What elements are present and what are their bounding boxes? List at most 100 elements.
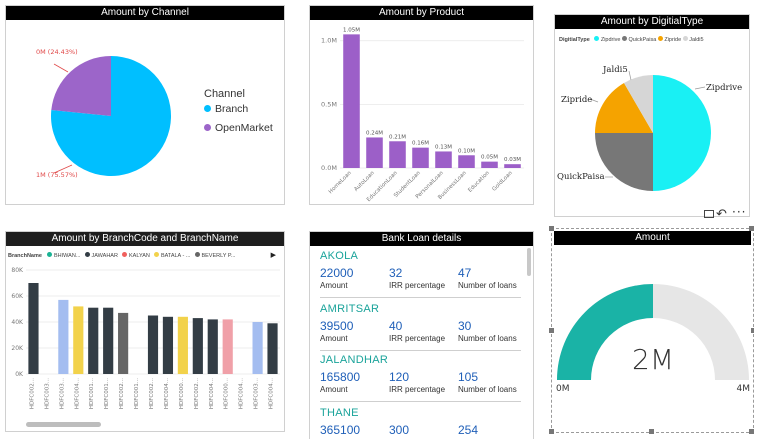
digital-title: Amount by DigitialType bbox=[555, 15, 749, 29]
loan-city: AKOLA bbox=[320, 250, 359, 262]
branch-legend: BranchName BHIWAN... JAWAHAR KALYAN BATA… bbox=[8, 252, 235, 259]
data-label: 0.03M bbox=[504, 157, 521, 163]
legend-next-icon[interactable]: ▶ bbox=[270, 251, 276, 259]
bar bbox=[147, 315, 159, 374]
bar-personalloan bbox=[435, 151, 452, 168]
undo-icon[interactable]: ↶ bbox=[716, 207, 727, 222]
resize-handle[interactable] bbox=[549, 328, 554, 333]
legend-dot-icon bbox=[204, 124, 211, 131]
pie-slice-zipdrive bbox=[653, 75, 711, 191]
loan-count-value: 254 bbox=[458, 423, 479, 437]
divider bbox=[320, 297, 521, 298]
legend-item-beverly[interactable]: BEVERLY P... bbox=[194, 252, 236, 259]
bar-education bbox=[481, 161, 498, 168]
data-label: 0.24M bbox=[366, 130, 383, 136]
legend-item-jawahar[interactable]: JAWAHAR bbox=[84, 252, 118, 259]
pie-slice-zipride bbox=[595, 83, 653, 133]
legend-dot-icon bbox=[84, 252, 90, 257]
loan-irr-value: 300 bbox=[389, 423, 410, 437]
digital-legend: DigitialType Zipdrive QuickPaisa Zipride… bbox=[559, 36, 704, 43]
loan-city: JALANDHAR bbox=[320, 354, 389, 366]
loan-tile[interactable]: Bank Loan details AKOLA 22000 Amount 32 IR… bbox=[309, 231, 534, 439]
loan-city: AMRITSAR bbox=[320, 303, 380, 315]
branch-tile[interactable]: Amount by BranchCode and BranchName Bran… bbox=[5, 231, 285, 432]
loan-card-amritsar[interactable]: AMRITSAR 39500 Amount 40 IRR percentage 30… bbox=[320, 303, 527, 344]
legend-label: BEVERLY P... bbox=[201, 253, 236, 259]
product-tile[interactable]: Amount by Product 0.0M 0.5M 1.0M 1.05M HomeL… bbox=[309, 5, 534, 205]
bar bbox=[192, 318, 203, 374]
legend-item-quickpaisa[interactable]: QuickPaisa bbox=[621, 36, 657, 43]
legend-item-batala[interactable]: BATALA - ... bbox=[154, 252, 190, 259]
resize-handle[interactable] bbox=[749, 226, 754, 231]
bar bbox=[222, 319, 233, 374]
loan-card-akola[interactable]: AKOLA 22000 Amount 32 IRR percentage 47 Num… bbox=[320, 250, 527, 291]
legend-item-zipdrive[interactable]: Zipdrive bbox=[594, 36, 620, 43]
legend-item-zipride[interactable]: Zipride bbox=[657, 36, 681, 43]
gauge-title: Amount bbox=[554, 231, 751, 245]
bar bbox=[88, 307, 99, 374]
digital-tile[interactable]: Amount by DigitialType DigitialType Zipd… bbox=[554, 14, 750, 217]
y-tick-label: 80K bbox=[11, 267, 24, 274]
loan-card-thane[interactable]: THANE 365100Amount 300IRR percentage 254… bbox=[320, 407, 527, 439]
data-label: 0.21M bbox=[389, 134, 406, 140]
vertical-scrollbar[interactable] bbox=[527, 248, 531, 276]
gauge-max-label: 4M bbox=[737, 384, 751, 394]
loan-card-jalandhar[interactable]: JALANDHAR 165800 Amount 120 IRR percentage… bbox=[320, 354, 527, 395]
pie-slice-quickpaisa bbox=[595, 133, 653, 191]
resize-handle[interactable] bbox=[549, 429, 554, 434]
legend-item-jaldi5[interactable]: Jaldi5 bbox=[682, 36, 704, 43]
data-label: 1.05M bbox=[343, 27, 360, 33]
loan-count-label: Number of loans bbox=[458, 334, 517, 343]
loan-amount-label: Amount bbox=[320, 385, 348, 394]
legend-label: OpenMarket bbox=[215, 122, 273, 134]
loan-amount-value: 39500 bbox=[320, 319, 354, 333]
legend-item-branch[interactable]: Branch bbox=[204, 103, 248, 115]
focus-mode-icon[interactable] bbox=[704, 210, 714, 218]
bar-goldloan bbox=[504, 164, 521, 168]
more-options-icon[interactable]: ··· bbox=[732, 205, 747, 219]
bar bbox=[252, 322, 263, 374]
gauge-tile[interactable]: Amount 2M 0M 4M bbox=[554, 231, 751, 429]
channel-tile[interactable]: Amount by Channel 0M (24.43%) 1M (75.57%… bbox=[5, 5, 285, 205]
label-branch: 1M (75.57%) bbox=[36, 171, 78, 179]
bar bbox=[177, 316, 188, 374]
resize-handle[interactable] bbox=[649, 429, 654, 434]
bar bbox=[267, 323, 278, 374]
y-tick-label: 40K bbox=[11, 319, 24, 326]
data-label: 0.05M bbox=[481, 155, 498, 161]
x-tick-label: AutoLoan bbox=[353, 170, 376, 193]
loan-count-label: Number of loans bbox=[458, 281, 517, 290]
loan-irr-value: 120 bbox=[389, 370, 410, 384]
y-tick-label: 0.5M bbox=[321, 100, 337, 108]
pie-slice-openmarket bbox=[51, 56, 111, 116]
gauge-chart: 2M 0M 4M bbox=[556, 284, 751, 394]
divider bbox=[320, 350, 521, 351]
legend-dot-icon bbox=[194, 252, 200, 257]
horizontal-scrollbar[interactable] bbox=[26, 422, 101, 427]
x-tick-label: HDFC002... bbox=[194, 378, 200, 409]
legend-item-bhiwani[interactable]: BHIWAN... bbox=[47, 252, 80, 259]
legend-dot-icon bbox=[594, 36, 600, 41]
y-tick-label: 60K bbox=[11, 293, 24, 300]
y-tick-label: 20K bbox=[11, 345, 24, 352]
loan-amount-label: Amount bbox=[320, 334, 348, 343]
legend-item-openmarket[interactable]: OpenMarket bbox=[204, 122, 273, 134]
x-tick-label: HDFC004... bbox=[209, 378, 215, 409]
resize-handle[interactable] bbox=[749, 328, 754, 333]
branch-title: Amount by BranchCode and BranchName bbox=[6, 232, 284, 246]
x-tick-label: HomeLoan bbox=[328, 170, 353, 195]
bar bbox=[73, 306, 84, 374]
legend-item-kalyan[interactable]: KALYAN bbox=[122, 252, 150, 259]
label-openmarket: 0M (24.43%) bbox=[36, 48, 78, 56]
legend-label: QuickPaisa bbox=[628, 37, 657, 43]
bar bbox=[28, 283, 39, 374]
loan-irr-label: IRR percentage bbox=[389, 334, 446, 343]
resize-handle[interactable] bbox=[749, 429, 754, 434]
loan-amount-label: Amount bbox=[320, 281, 348, 290]
pie-slice-jaldi5 bbox=[624, 75, 653, 133]
legend-label: KALYAN bbox=[129, 253, 150, 259]
legend-dot-icon bbox=[682, 36, 688, 41]
branch-legend-title: BranchName bbox=[8, 253, 42, 259]
resize-handle[interactable] bbox=[549, 226, 554, 231]
pie-slice-branch bbox=[50, 56, 171, 176]
